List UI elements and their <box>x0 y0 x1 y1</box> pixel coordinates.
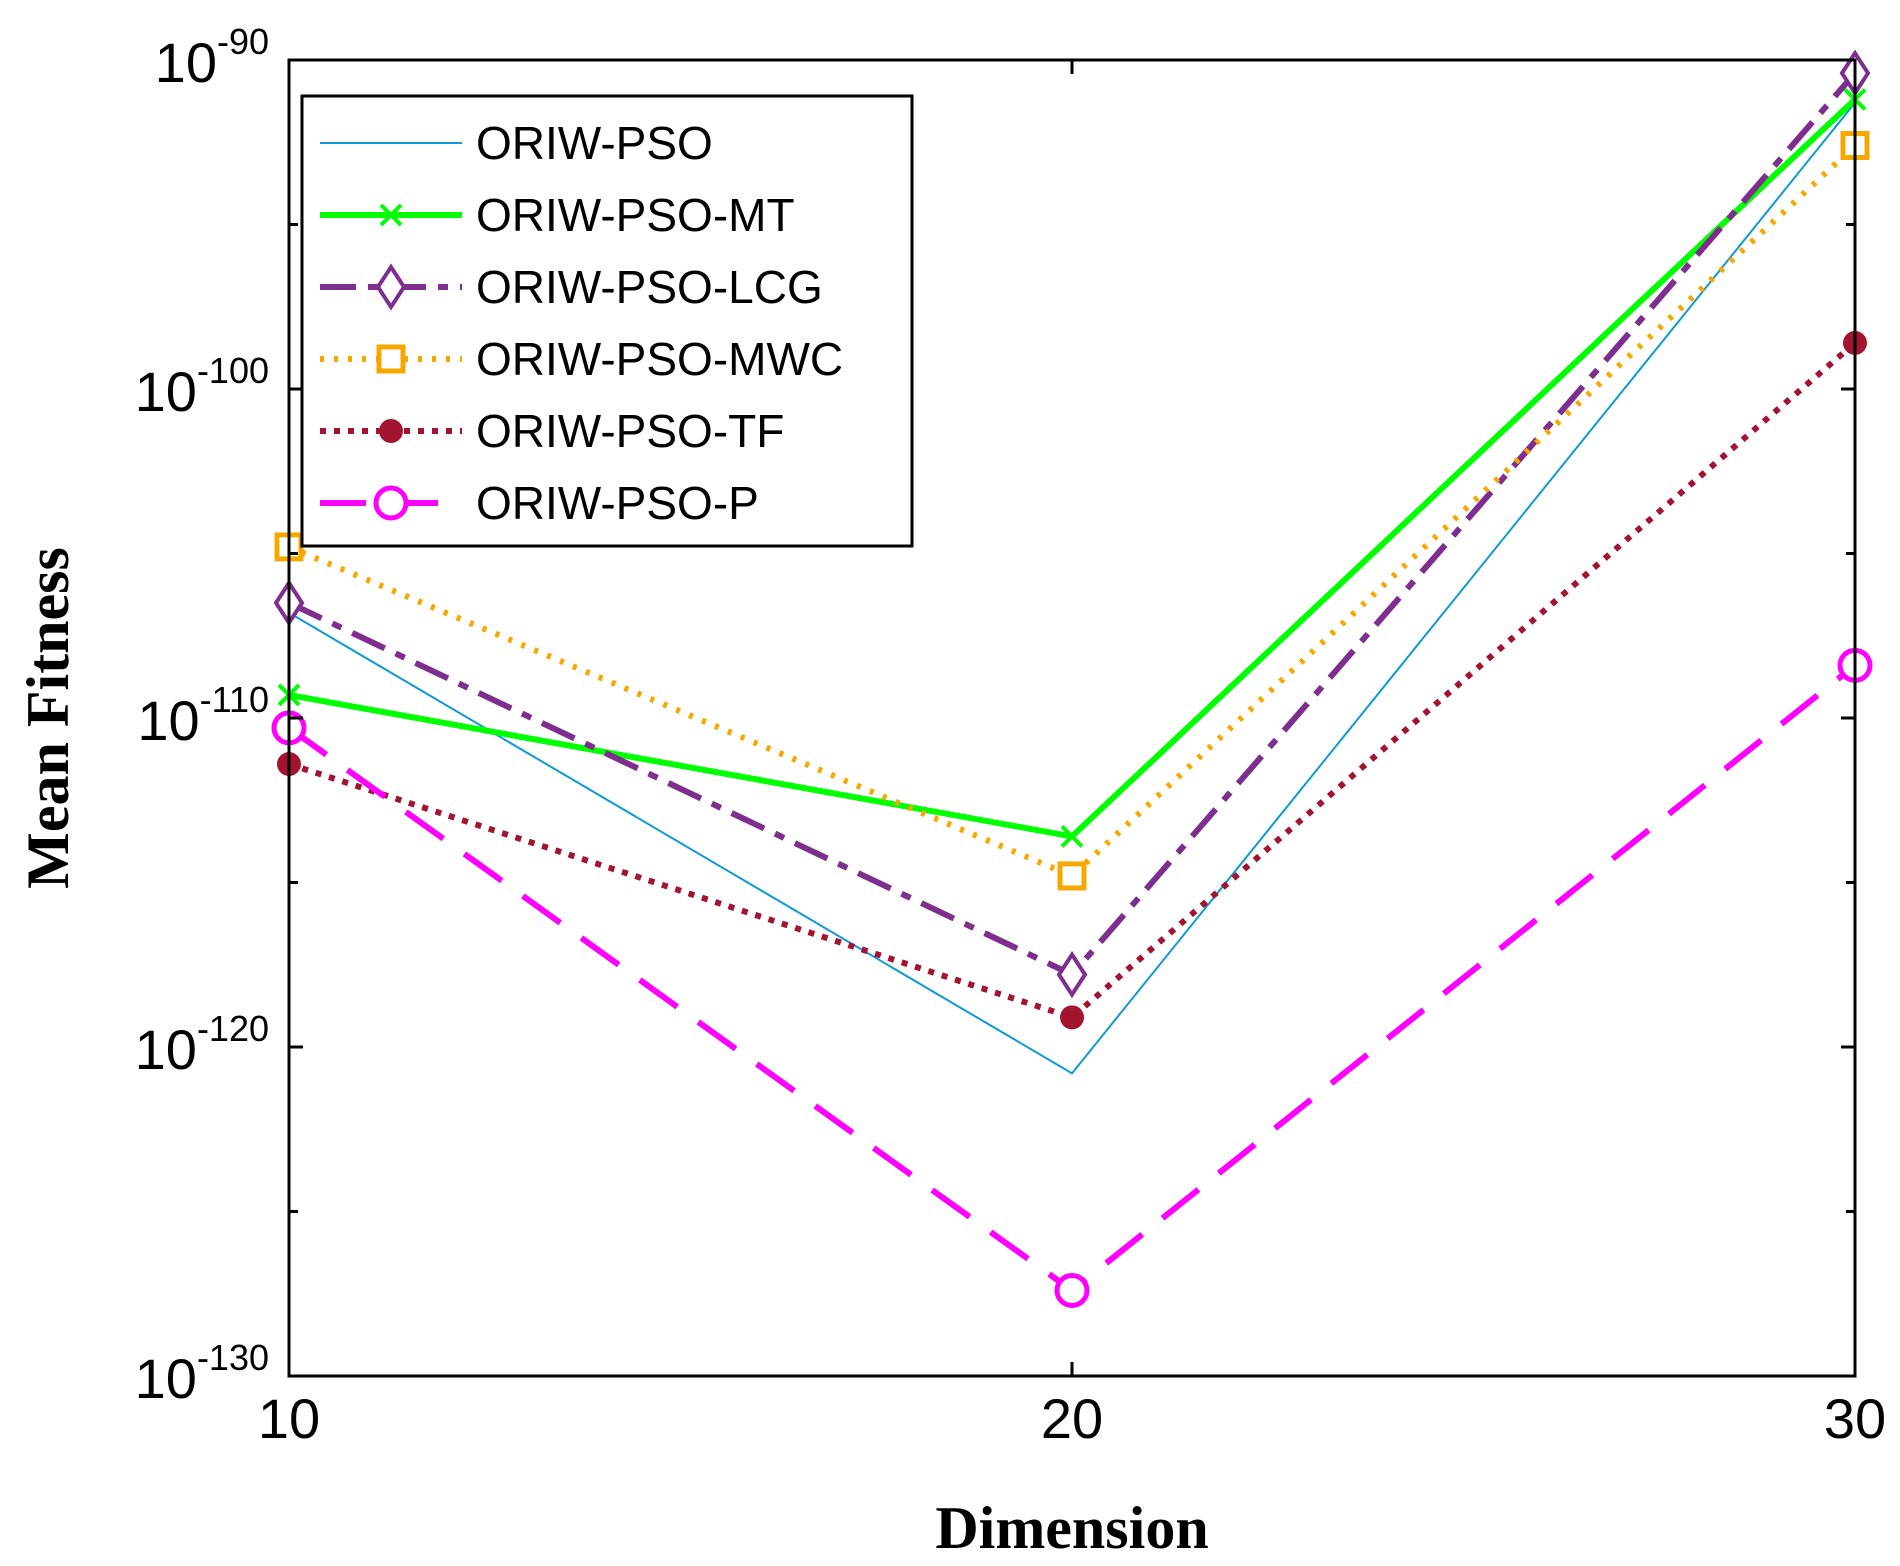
point-oriw-pso-lcg-marker <box>1056 950 1088 999</box>
x-axis-title: Dimension <box>935 1495 1208 1561</box>
ticks-layer: 10 20 30 10-130 10-120 10-110 10-100 10-90 <box>135 21 1887 1450</box>
point-oriw-pso-mwc-marker <box>1057 861 1087 891</box>
series-oriw-pso <box>288 102 1856 1075</box>
legend-oriw-pso-mt-marker <box>379 203 403 227</box>
legend-box <box>300 94 914 548</box>
point-oriw-pso-mt-marker <box>1060 825 1084 848</box>
legend-item-oriw-pso-mt: ORIW-PSO-MT <box>320 189 795 241</box>
legend-item-oriw-pso-tf: ORIW-PSO-TF <box>320 405 784 457</box>
legend-item-oriw-pso-p: ORIW-PSO-P <box>320 477 759 529</box>
legend-label: ORIW-PSO-P <box>476 477 759 529</box>
y-tick-label: 10-90 <box>155 21 269 94</box>
y-tick-label: 10-100 <box>135 350 269 423</box>
y-tick-label: 10-110 <box>137 679 269 752</box>
series-oriw-pso-mt <box>277 88 1867 848</box>
legend-item-oriw-pso-mwc: ORIW-PSO-MWC <box>320 333 843 385</box>
legend-item-oriw-pso: ORIW-PSO <box>320 117 713 169</box>
legend-label: ORIW-PSO-TF <box>476 405 784 457</box>
legend-oriw-pso-tf-marker <box>379 419 403 443</box>
legend-label: ORIW-PSO-LCG <box>476 261 823 313</box>
series-line-oriw-pso-mwc <box>287 143 1858 880</box>
legend-label: ORIW-PSO <box>476 117 713 169</box>
x-tick-label: 20 <box>1041 1387 1103 1450</box>
point-oriw-pso-p-marker <box>1054 1272 1090 1308</box>
x-tick-label: 30 <box>1824 1387 1886 1450</box>
y-axis-title: Mean Fitness <box>15 547 81 889</box>
legend-oriw-pso-mwc-marker <box>376 344 406 374</box>
point-oriw-pso-tf-marker <box>1060 1005 1084 1030</box>
legend-oriw-pso-p-marker <box>373 485 409 521</box>
series-line-oriw-pso <box>288 102 1856 1075</box>
legend-oriw-pso-lcg-marker <box>375 263 407 311</box>
y-tick-label: 10-130 <box>135 1337 269 1410</box>
legend-label: ORIW-PSO-MT <box>476 189 795 241</box>
legend-item-oriw-pso-lcg: ORIW-PSO-LCG <box>320 261 823 313</box>
y-tick-label: 10-120 <box>135 1008 269 1081</box>
x-tick-label: 10 <box>258 1387 320 1450</box>
legend-label: ORIW-PSO-MWC <box>476 333 843 385</box>
legend: ORIW-PSO ORIW-PSO-MT ORIW-PSO-LCG ORIW-PSO-… <box>300 94 914 548</box>
